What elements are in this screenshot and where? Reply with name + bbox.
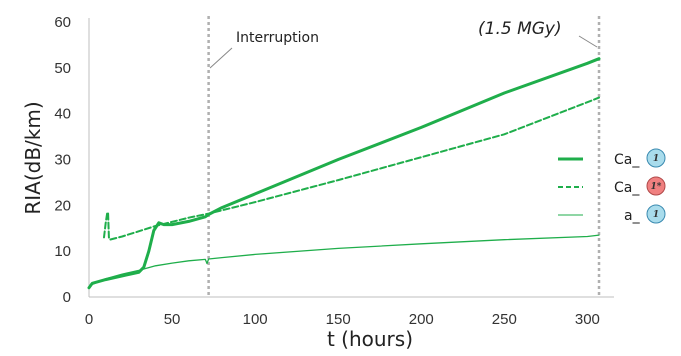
legend-label: Ca_ [614,180,640,196]
legend-badge-label: 1* [651,182,662,192]
legend: Ca_ 1 Ca_ 1* a_ 1 [558,149,665,224]
legend-item-0: Ca_ 1 [558,149,665,168]
x-axis-title: t (hours) [327,327,413,351]
x-tick-label: 300 [575,311,600,328]
legend-item-2: a_ 1 [558,205,665,224]
series-line-1 [104,98,599,240]
y-tick-label: 20 [54,197,71,214]
x-tick-label: 250 [492,311,517,328]
y-tick-label: 60 [54,14,71,31]
legend-label: a_ [624,208,641,224]
legend-item-1: Ca_ 1* [558,177,665,196]
interruption-annotation: Interruption [236,30,319,46]
x-tick-label: 50 [164,311,181,328]
chart-axes [89,18,614,297]
vertical-marker-lines [209,16,599,297]
y-tick-label: 30 [54,152,71,169]
x-tick-label: 100 [243,311,268,328]
series-lines [89,59,599,288]
x-tick-label: 0 [85,311,93,328]
y-tick-label: 50 [54,60,71,77]
dose-annotation-leader [579,36,597,47]
series-line-0 [89,59,599,288]
y-tick-label: 0 [63,289,71,306]
dose-annotation: (1.5 MGy) [478,19,562,39]
legend-badge-label: 1 [653,154,659,164]
y-tick-labels: 0 10 20 30 40 50 60 [54,14,71,306]
y-axis-title: RIA(dB/km) [21,101,45,214]
y-tick-label: 40 [54,106,71,123]
legend-badge-label: 1 [653,210,659,220]
x-tick-label: 200 [409,311,434,328]
x-tick-labels: 0 50 100 150 200 250 300 [85,311,600,328]
y-tick-label: 10 [54,243,71,260]
interruption-annotation-leader [210,48,232,68]
series-line-2 [89,235,599,288]
legend-label: Ca_ [614,152,640,168]
x-tick-label: 150 [326,311,351,328]
